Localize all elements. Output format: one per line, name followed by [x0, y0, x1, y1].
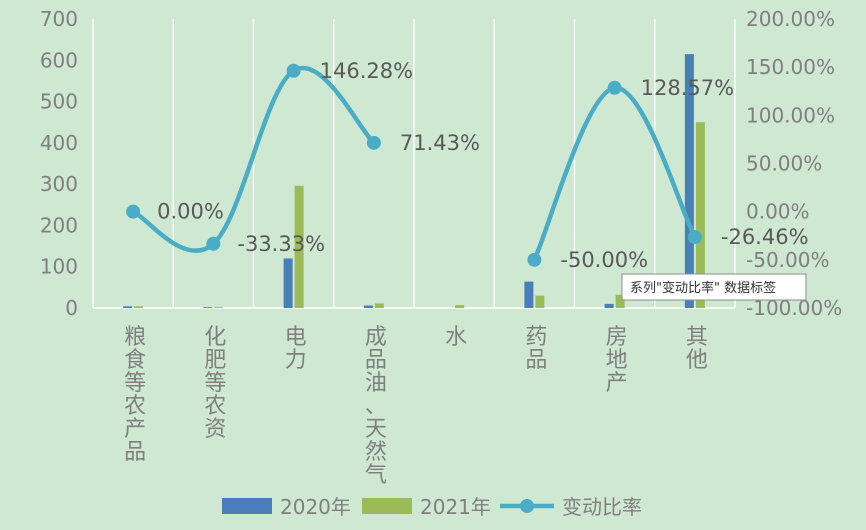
bar-2020 — [524, 281, 534, 308]
legend-swatch-line-marker — [520, 499, 534, 513]
legend-label: 变动比率 — [562, 495, 642, 519]
line-point — [286, 63, 301, 78]
tooltip: 系列"变动比率" 数据标签 — [621, 273, 807, 301]
line-series-change-rate — [130, 65, 377, 253]
bars-layer — [123, 54, 705, 308]
line-series-change-rate — [532, 85, 698, 263]
legend-label: 2020年 — [280, 495, 351, 519]
bar-2020 — [604, 303, 614, 308]
y-tick-label-right: 150.00% — [746, 55, 835, 79]
data-label: 71.43% — [400, 131, 480, 155]
data-labels: 0.00% -33.33% 146.28% 71.43% -50.00% 128.57% -… — [157, 59, 808, 272]
x-axis: 粮食等农产品 化肥等农资 电力 成品油、天然气 水 药品 房地产 其他 — [124, 325, 708, 488]
tooltip-text: 系列"变动比率" 数据标签 — [630, 280, 776, 296]
line-point — [126, 204, 141, 219]
bar-2020 — [203, 307, 213, 308]
bar-2021 — [695, 122, 705, 308]
legend-swatch-2021 — [362, 498, 412, 514]
y-tick-label-left: 500 — [40, 90, 78, 114]
legend-swatch-2020 — [222, 498, 272, 514]
line-point — [366, 135, 381, 150]
data-label: -26.46% — [721, 225, 809, 249]
bar-2021 — [615, 294, 625, 308]
y-tick-label-left: 300 — [40, 172, 78, 196]
x-tick-label: 电力 — [285, 325, 307, 373]
y-tick-label-left: 700 — [40, 7, 78, 31]
bar-2021 — [214, 307, 224, 308]
y-tick-label-right: -50.00% — [746, 248, 829, 272]
x-tick-label: 粮食等农产品 — [124, 325, 146, 465]
bar-2021 — [535, 295, 545, 308]
x-tick-label: 水 — [445, 325, 467, 350]
bar-2021 — [294, 185, 304, 308]
y-tick-label-right: 0.00% — [746, 200, 810, 224]
x-tick-label: 化肥等农资 — [204, 325, 226, 442]
y-tick-label-right: 50.00% — [746, 152, 822, 176]
y-tick-label-right: 100.00% — [746, 103, 835, 127]
line-layer — [126, 63, 702, 267]
y-axis-left: 0 100 200 300 400 500 600 700 — [40, 7, 78, 320]
line-point — [527, 252, 542, 267]
x-tick-label: 其他 — [686, 325, 708, 373]
data-label: -50.00% — [560, 248, 648, 272]
bar-2020 — [123, 306, 133, 308]
legend: 2020年 2021年 变动比率 — [222, 495, 642, 519]
grid-layer — [92, 19, 736, 309]
x-tick-label: 成品油、天然气 — [365, 325, 387, 488]
line-point — [687, 230, 702, 245]
data-label: 128.57% — [641, 76, 734, 100]
bar-2021 — [374, 303, 384, 308]
y-axis-right: -100.00%-50.00%0.00%50.00%100.00%150.00%… — [746, 7, 842, 320]
y-tick-label-left: 600 — [40, 48, 78, 72]
data-label: 146.28% — [320, 59, 413, 83]
data-label: -33.33% — [237, 232, 325, 256]
y-tick-label-left: 400 — [40, 131, 78, 155]
y-tick-label-left: 100 — [40, 255, 78, 279]
y-tick-label-right: 200.00% — [746, 7, 835, 31]
line-point — [206, 236, 221, 251]
tooltip-box — [621, 273, 807, 301]
y-tick-label-left: 0 — [65, 296, 78, 320]
x-tick-label: 房地产 — [606, 325, 628, 396]
bar-2020 — [684, 54, 694, 308]
line-point — [607, 80, 622, 95]
bar-2021 — [134, 306, 144, 308]
legend-label: 2021年 — [420, 495, 491, 519]
y-tick-label-left: 200 — [40, 213, 78, 237]
bar-2020 — [363, 305, 373, 308]
bar-2021 — [455, 305, 465, 308]
data-label: 0.00% — [157, 200, 224, 224]
bar-2020 — [283, 258, 293, 308]
x-tick-label: 药品 — [525, 325, 547, 373]
